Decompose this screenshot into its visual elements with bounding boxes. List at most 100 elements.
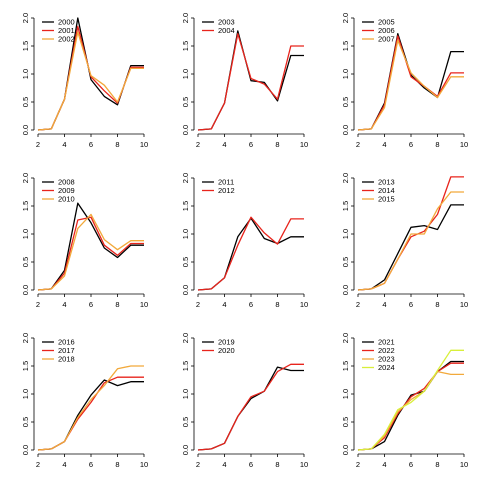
- legend-label: 2008: [58, 178, 75, 187]
- legend-label: 2016: [58, 338, 75, 347]
- y-tick-label: 1.0: [341, 69, 350, 79]
- y-tick-label: 1.5: [181, 41, 190, 51]
- legend-label: 2010: [58, 195, 75, 204]
- y-tick-label: 1.5: [21, 201, 30, 211]
- x-tick-label: 4: [222, 460, 226, 469]
- series-line-2010: [37, 213, 144, 291]
- legend-label: 2021: [378, 338, 395, 347]
- legend-label: 2006: [378, 26, 395, 35]
- series-line-2018: [37, 365, 144, 451]
- series-line-2009: [37, 216, 144, 291]
- legend-label: 2014: [378, 186, 395, 195]
- series-line-2007: [357, 39, 464, 131]
- legend-label: 2023: [378, 355, 395, 364]
- y-tick-label: 2.0: [341, 173, 350, 183]
- x-tick-label: 4: [382, 140, 386, 149]
- legend-label: 2004: [218, 26, 235, 35]
- y-tick-label: 0.0: [21, 285, 30, 295]
- legend-label: 2013: [378, 178, 395, 187]
- legend-label: 2019: [218, 338, 235, 347]
- series-line-2013: [357, 204, 464, 291]
- x-tick-label: 6: [249, 140, 253, 149]
- legend-label: 2022: [378, 346, 395, 355]
- y-tick-label: 2.0: [21, 13, 30, 23]
- y-tick-label: 2.0: [341, 13, 350, 23]
- x-tick-label: 10: [140, 460, 148, 469]
- x-tick-label: 4: [62, 140, 66, 149]
- series-line-2021: [357, 360, 464, 451]
- y-tick-label: 0.5: [21, 257, 30, 267]
- x-tick-label: 6: [89, 460, 93, 469]
- y-tick-label: 0.0: [21, 445, 30, 455]
- y-tick-label: 1.5: [21, 361, 30, 371]
- y-tick-label: 1.5: [341, 361, 350, 371]
- x-tick-label: 2: [196, 140, 200, 149]
- x-tick-label: 10: [460, 460, 468, 469]
- x-tick-label: 8: [435, 300, 439, 309]
- y-tick-label: 0.0: [341, 445, 350, 455]
- x-tick-label: 10: [140, 140, 148, 149]
- y-tick-label: 0.5: [341, 417, 350, 427]
- x-tick-label: 4: [62, 300, 66, 309]
- x-tick-label: 6: [409, 460, 413, 469]
- y-tick-label: 2.0: [341, 333, 350, 343]
- x-tick-label: 10: [460, 140, 468, 149]
- x-tick-label: 6: [249, 300, 253, 309]
- x-tick-label: 8: [275, 300, 279, 309]
- y-tick-label: 1.0: [21, 389, 30, 399]
- y-tick-label: 0.0: [181, 125, 190, 135]
- y-tick-label: 1.0: [181, 69, 190, 79]
- y-tick-label: 2.0: [21, 333, 30, 343]
- x-tick-label: 4: [62, 460, 66, 469]
- series-line-2024: [357, 349, 464, 451]
- y-tick-label: 1.0: [341, 229, 350, 239]
- legend-label: 2015: [378, 195, 395, 204]
- x-tick-label: 2: [36, 460, 40, 469]
- x-tick-label: 10: [300, 140, 308, 149]
- legend-label: 2009: [58, 186, 75, 195]
- series-line-2012: [197, 216, 304, 291]
- series-line-2015: [357, 191, 464, 291]
- legend-label: 2002: [58, 35, 75, 44]
- y-tick-label: 1.0: [341, 389, 350, 399]
- x-tick-label: 10: [460, 300, 468, 309]
- x-tick-label: 6: [409, 140, 413, 149]
- y-tick-label: 0.0: [341, 285, 350, 295]
- y-tick-label: 1.5: [181, 361, 190, 371]
- y-tick-label: 1.5: [21, 41, 30, 51]
- legend-label: 2020: [218, 346, 235, 355]
- x-tick-label: 4: [222, 140, 226, 149]
- x-tick-label: 2: [36, 300, 40, 309]
- y-tick-label: 0.5: [341, 257, 350, 267]
- series-line-2020: [197, 363, 304, 451]
- legend-label: 2005: [378, 18, 395, 27]
- x-tick-label: 2: [36, 140, 40, 149]
- legend-label: 2017: [58, 346, 75, 355]
- y-tick-label: 2.0: [181, 173, 190, 183]
- x-tick-label: 2: [196, 460, 200, 469]
- x-tick-label: 8: [115, 140, 119, 149]
- x-tick-label: 6: [409, 300, 413, 309]
- x-tick-label: 2: [196, 300, 200, 309]
- y-tick-label: 1.5: [181, 201, 190, 211]
- y-tick-label: 1.0: [21, 229, 30, 239]
- y-tick-label: 1.0: [181, 229, 190, 239]
- x-tick-label: 2: [356, 140, 360, 149]
- legend-label: 2012: [218, 186, 235, 195]
- legend-label: 2003: [218, 18, 235, 27]
- y-tick-label: 2.0: [181, 13, 190, 23]
